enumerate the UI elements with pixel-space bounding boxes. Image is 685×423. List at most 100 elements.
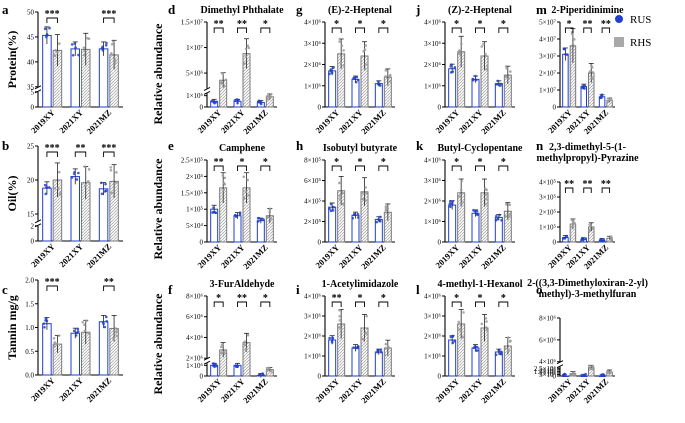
replicate-point	[507, 349, 510, 352]
replicate-point	[460, 202, 463, 206]
significance-bracket	[46, 17, 58, 23]
significance-label: *	[358, 293, 363, 304]
replicate-point	[364, 186, 367, 189]
x-tick-label: 2019XY	[433, 242, 461, 270]
y-tick-label: 15	[27, 211, 35, 219]
y-tick-label: 2×10⁶	[424, 333, 441, 341]
legend: RUS RHS	[614, 14, 651, 49]
replicate-point	[243, 340, 246, 343]
y-tick-label: 2×10⁷	[539, 70, 556, 78]
replicate-point	[73, 170, 76, 174]
replicate-point	[99, 181, 103, 185]
replicate-point	[329, 202, 333, 206]
replicate-point	[211, 362, 215, 365]
significance-label: **	[332, 293, 342, 304]
replicate-point	[356, 212, 360, 216]
replicate-point	[484, 197, 487, 201]
replicate-point	[58, 193, 62, 196]
replicate-point	[256, 216, 260, 220]
replicate-point	[234, 215, 238, 218]
replicate-point	[48, 26, 51, 30]
replicate-point	[57, 334, 61, 337]
replicate-point	[47, 186, 51, 189]
replicate-point	[44, 317, 48, 320]
y-tick-label: 1.5	[25, 300, 34, 308]
replicate-point	[485, 320, 488, 323]
replicate-point	[342, 49, 345, 52]
y-tick-label: 1×10⁶	[186, 92, 203, 100]
y-tick-label: 2×10⁵	[539, 209, 556, 217]
x-tick-label: 2021XY	[57, 375, 85, 403]
replicate-point	[269, 92, 273, 96]
replicate-point	[267, 366, 271, 370]
y-tick-label: 1×10⁷	[539, 87, 556, 95]
replicate-point	[507, 77, 511, 80]
replicate-point	[573, 38, 576, 41]
y-tick-label: 0	[318, 104, 322, 112]
replicate-point	[266, 97, 269, 101]
y-tick-label: 5	[31, 88, 35, 96]
bar-rus	[233, 215, 242, 243]
replicate-point	[354, 80, 358, 84]
y-tick-label: 0	[200, 104, 204, 112]
replicate-point	[562, 373, 565, 377]
significance-bracket	[583, 187, 592, 193]
replicate-point	[109, 166, 113, 169]
significance-bracket	[378, 301, 389, 307]
significance-bracket	[331, 27, 342, 33]
replicate-point	[259, 102, 263, 106]
significance-bracket	[564, 27, 574, 33]
panel-g: g (E)-2-Heptenal 0 1×10⁶ 2×10⁶ 3×10⁶ 4×10⁶ * 201…	[296, 2, 395, 136]
replicate-point	[591, 365, 595, 369]
y-tick-label: 2×10⁶	[186, 355, 203, 363]
significance-bracket	[498, 165, 509, 171]
significance-label: **	[237, 293, 247, 304]
replicate-point	[480, 45, 484, 48]
y-tick-label: 4×10⁶	[304, 293, 321, 301]
replicate-point	[102, 322, 105, 326]
bar-rus	[351, 347, 360, 377]
y-tick-label: 2×10⁶	[424, 198, 441, 206]
y-tick-label: 1×10⁶	[539, 369, 556, 377]
replicate-point	[105, 319, 109, 323]
replicate-point	[362, 49, 365, 53]
significance-label: *	[263, 157, 268, 168]
replicate-point	[81, 320, 85, 324]
replicate-point	[341, 191, 344, 195]
replicate-point	[587, 364, 591, 368]
significance-bracket	[213, 301, 224, 307]
x-tick-label: 2019XY	[313, 242, 341, 270]
replicate-point	[505, 65, 508, 68]
significance-label: **	[104, 277, 114, 288]
significance-label: *	[501, 157, 506, 168]
replicate-point	[43, 325, 46, 329]
replicate-point	[55, 342, 59, 346]
significance-label: *	[478, 293, 483, 304]
replicate-point	[222, 188, 225, 192]
replicate-point	[449, 335, 453, 339]
replicate-point	[591, 70, 595, 74]
replicate-point	[590, 77, 594, 80]
y-tick-label: 2.5×10⁶	[534, 365, 557, 373]
y-axis-label-b: Oil(%)	[5, 176, 19, 212]
y-tick-label: 25	[27, 143, 35, 151]
significance-bracket	[237, 165, 247, 171]
axis-break-mark	[556, 364, 564, 369]
y-tick-label: 0	[438, 373, 442, 381]
x-tick-label: 2021MZ	[84, 375, 113, 404]
y-tick-label: 2.5×10⁵	[181, 157, 204, 165]
panel-label-h: h	[296, 138, 304, 153]
y-tick-label: 6×10⁵	[304, 177, 321, 185]
panel-label-f: f	[168, 282, 173, 297]
replicate-point	[219, 351, 223, 355]
bar-rus	[70, 48, 80, 108]
y-tick-label: 3×10⁶	[424, 313, 441, 321]
bar-rus	[70, 332, 80, 376]
panel-label-o: o	[536, 282, 543, 297]
significance-label: *	[381, 293, 386, 304]
replicate-point	[83, 329, 87, 333]
panel-title-o: 2-((3,3-Dimethyloxiran-2-yl)	[527, 278, 648, 289]
replicate-point	[590, 66, 594, 69]
significance-label: *	[358, 157, 363, 168]
significance-label: *	[358, 19, 363, 30]
